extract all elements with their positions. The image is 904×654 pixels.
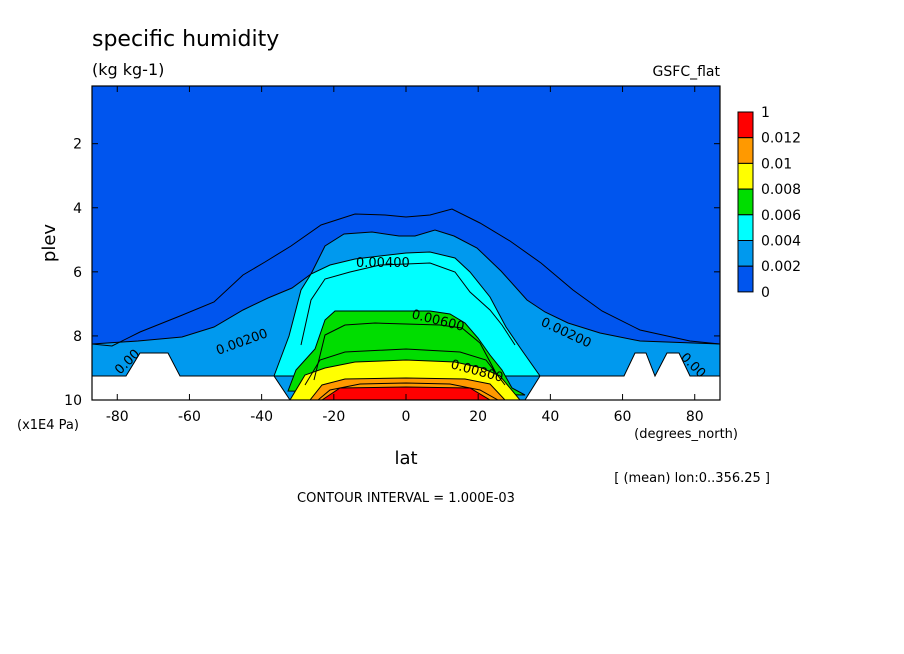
contour-line-0.007 (304, 348, 506, 386)
dataset-label: GSFC_flat (653, 64, 721, 80)
subtitle-mean: [ (mean) lon:0..356.25 ] (614, 471, 770, 486)
colorbar-label: 0.004 (761, 234, 801, 250)
band-0.012-fill (321, 386, 491, 400)
colorbar-label: 1 (761, 105, 770, 121)
colorbar-label: 0.006 (761, 208, 801, 224)
colorbar-swatch (737, 111, 754, 139)
contour-line-0.011 (317, 382, 499, 400)
contour-line-0.003 (300, 262, 516, 346)
colorbar-swatch (737, 265, 754, 293)
colorbar-label: 0.008 (761, 182, 801, 198)
y-tick-label: 4 (73, 201, 82, 217)
y-axis-unit: (x1E4 Pa) (17, 418, 79, 433)
colorbar-swatch (737, 162, 754, 190)
y-axis: 2 4 6 8 10 (64, 137, 720, 409)
chart-units: (kg kg-1) (92, 60, 164, 79)
topography-mask-right (524, 352, 720, 400)
colorbar-swatch (737, 137, 754, 164)
contour-line-0.005 (313, 322, 498, 381)
contour-line-0.001 (92, 208, 720, 347)
y-tick-label: 6 (73, 265, 82, 281)
x-tick-label: -80 (106, 409, 129, 425)
colorbar-label: 0.01 (761, 156, 792, 172)
colorbar-label: 0.002 (761, 259, 801, 275)
y-axis-label: plev (39, 224, 60, 263)
colorbar-label: 0 (761, 285, 770, 301)
y-tick-label: 2 (73, 137, 82, 153)
x-tick-label: -40 (250, 409, 273, 425)
contour-label-1: 0.00400 (356, 256, 410, 271)
x-axis-unit: (degrees_north) (634, 427, 738, 442)
x-tick-label: 60 (614, 409, 632, 425)
y-tick-label: 10 (64, 393, 82, 409)
topography-mask (92, 352, 291, 400)
x-tick-label: -60 (178, 409, 201, 425)
x-axis: -80 -60 -40 -20 0 20 40 60 80 (106, 86, 704, 425)
contour-interval: CONTOUR INTERVAL = 1.000E-03 (297, 491, 515, 506)
x-tick-label: 80 (686, 409, 704, 425)
colorbar-swatch (737, 240, 754, 267)
y-tick-label: 8 (73, 329, 82, 345)
x-tick-label: 20 (469, 409, 487, 425)
chart-title: specific humidity (92, 27, 279, 52)
x-tick-label: -20 (322, 409, 345, 425)
x-tick-label: 40 (541, 409, 559, 425)
colorbar-label: 0.012 (761, 131, 801, 147)
plot-area (92, 86, 720, 400)
colorbar: 1 0.012 0.01 0.008 0.006 0.004 0.002 0 (737, 105, 801, 301)
colorbar-swatch (737, 214, 754, 242)
x-axis-label: lat (394, 448, 417, 469)
colorbar-swatch (737, 188, 754, 216)
x-tick-label: 0 (402, 409, 411, 425)
